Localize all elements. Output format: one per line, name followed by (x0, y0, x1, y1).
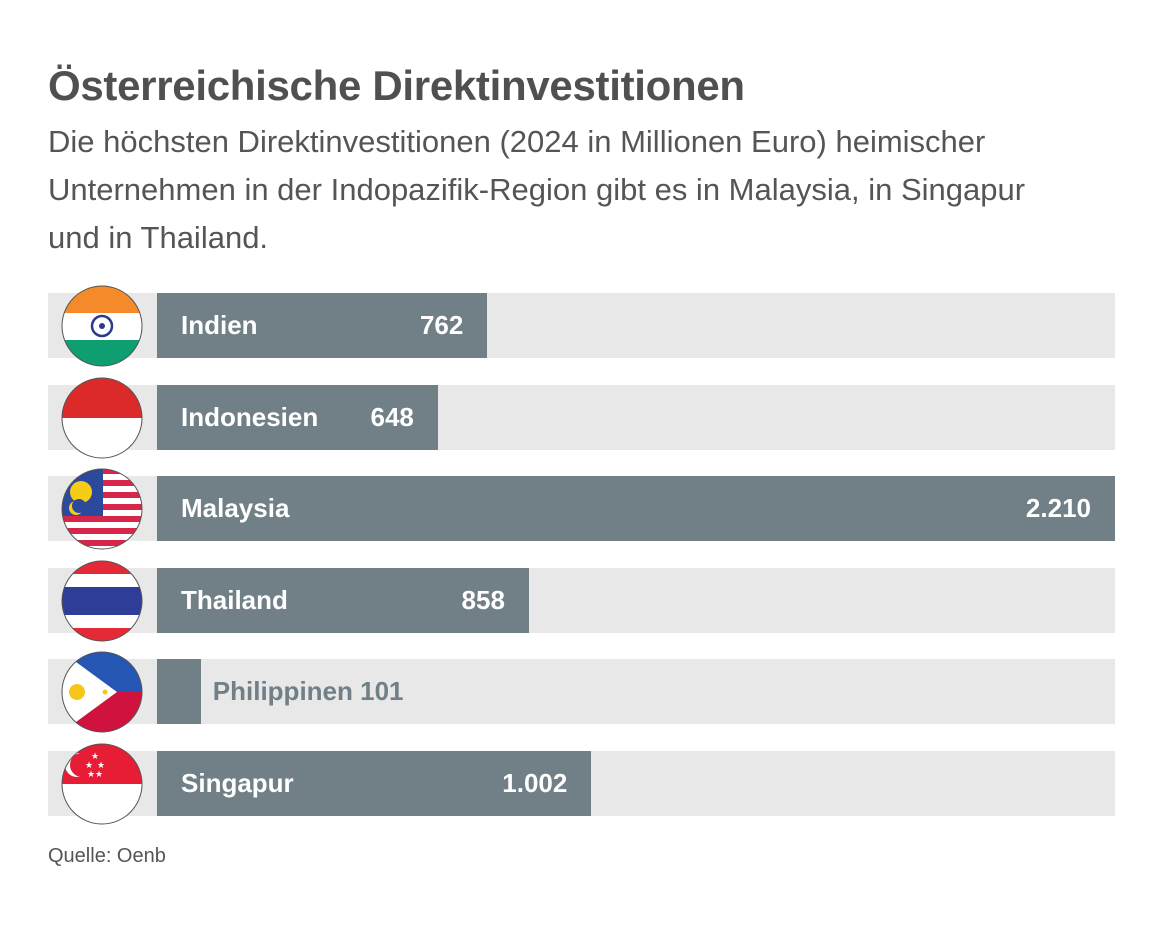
philippines-flag-icon (61, 651, 143, 733)
value-label: 2.210 (1025, 493, 1091, 524)
bar (157, 476, 1115, 542)
svg-text:★: ★ (95, 769, 103, 779)
value-label: 858 (461, 584, 505, 615)
bar-label: Malaysia (181, 493, 290, 524)
indonesia-flag-icon (61, 377, 143, 459)
singapore-flag-icon: ★ ★ ★ ★ ★ (61, 743, 143, 825)
bar (157, 659, 201, 725)
bar-label: Indien (181, 310, 258, 340)
bar-label: Thailand (181, 584, 288, 615)
svg-text:★: ★ (87, 769, 95, 779)
svg-text:★: ★ (85, 760, 93, 770)
bar-row: Thailand 858 (48, 560, 1115, 642)
bar (157, 293, 488, 358)
value-label: 762 (419, 310, 464, 340)
bar-row: Indonesien 648 (48, 377, 1115, 459)
svg-text:★: ★ (97, 760, 105, 770)
source-note: Quelle: Oenb (48, 845, 166, 867)
bar (157, 751, 592, 816)
bar-label: Indonesien (181, 401, 319, 432)
bar-row: Singapur 1.002 ★ ★ ★ ★ ★ (48, 743, 1115, 825)
chart-subtitle: Die höchsten Direktinvestitionen (2024 i… (48, 124, 1026, 255)
bar-row: Malaysia 2.210 (48, 468, 1115, 550)
bar (157, 567, 529, 633)
malaysia-flag-icon (61, 468, 143, 550)
bar (157, 384, 438, 450)
value-label: 1.002 (502, 768, 568, 798)
bar-row: Philippinen 101 (48, 651, 1115, 733)
india-flag-icon (61, 285, 143, 367)
bar-track (48, 659, 1115, 725)
bar-row: Indien 762 (48, 285, 1115, 367)
value-label: 648 (370, 401, 414, 432)
thailand-flag-icon (61, 560, 143, 642)
chart-title: Österreichische Direktinvestitionen (48, 62, 745, 109)
bar-label: Singapur (181, 768, 294, 798)
bar-label: Philippinen 101 (212, 676, 404, 707)
svg-text:★: ★ (91, 751, 99, 761)
